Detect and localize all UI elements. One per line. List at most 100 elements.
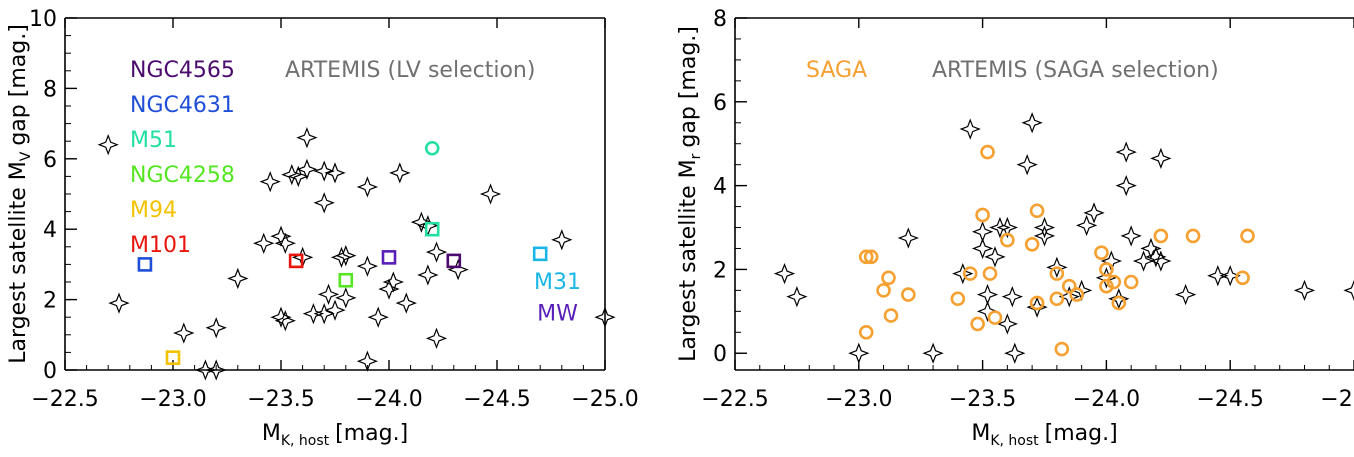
star-point xyxy=(1150,250,1172,272)
circle-point xyxy=(1240,228,1255,244)
y-tick-label: 8 xyxy=(713,7,727,32)
circle-point xyxy=(1099,262,1114,277)
legend-entry: M94 xyxy=(130,198,177,223)
star-point xyxy=(324,162,346,184)
star-point xyxy=(1150,147,1172,170)
circle-point xyxy=(881,270,896,286)
star-point xyxy=(1046,256,1068,279)
circle-point xyxy=(883,308,899,323)
star-point xyxy=(1207,265,1229,287)
star-point xyxy=(922,342,944,364)
x-axis-label-main: M xyxy=(262,421,281,446)
circle-point xyxy=(1069,287,1084,302)
star-point xyxy=(1293,279,1316,302)
x-tick-label: −23.0 xyxy=(825,387,892,412)
y-tick-label: 2 xyxy=(713,258,727,283)
star-point xyxy=(976,300,999,323)
legend-entry: M101 xyxy=(130,233,191,258)
x-tick-label: −24.0 xyxy=(355,387,422,412)
star-point xyxy=(959,118,981,140)
square-point xyxy=(338,272,354,288)
circle-point xyxy=(980,144,995,160)
star-point xyxy=(1115,174,1137,197)
circle-point xyxy=(1185,228,1201,244)
y-axis-label-main: Largest satellite M xyxy=(676,159,701,362)
x-axis-label-sub: K, host xyxy=(990,433,1039,449)
star-point xyxy=(1033,225,1056,247)
star-point xyxy=(395,292,417,314)
circle-point xyxy=(1054,341,1070,357)
star-point xyxy=(417,264,439,286)
star-point xyxy=(1120,225,1142,247)
y-tick-label: 6 xyxy=(43,148,57,173)
star-point xyxy=(274,232,296,254)
panel-1: −22.5 −23.0 −23.5 −24.0 −24.5 −25.0 0 2 4 6 8 10 MK,… xyxy=(6,7,639,449)
x-axis-label-unit: [mag.] xyxy=(335,421,408,446)
star-point xyxy=(335,287,357,309)
star-point xyxy=(378,278,400,300)
star-point xyxy=(447,259,469,281)
star-point xyxy=(313,160,335,182)
point-label: M31 xyxy=(534,270,581,295)
star-point xyxy=(317,283,340,305)
star-point xyxy=(287,165,309,188)
star-point xyxy=(1016,153,1038,176)
star-point xyxy=(989,216,1011,239)
point-label: MW xyxy=(537,302,578,327)
star-point xyxy=(897,227,919,249)
x-axis-label-main: M xyxy=(971,421,990,446)
y-axis-label: Largest satellite Mr gap [mag.] xyxy=(676,26,704,362)
star-point xyxy=(996,313,1019,335)
legend-entry: NGC4565 xyxy=(130,58,235,83)
x-tick-label: −23.0 xyxy=(139,387,206,412)
series-mw xyxy=(381,250,397,265)
series-ngc4631 xyxy=(137,257,153,272)
y-tick-label: 4 xyxy=(713,175,727,200)
y-tick-label: 0 xyxy=(713,342,727,367)
circle-point xyxy=(858,324,874,340)
circle-point xyxy=(975,207,990,223)
x-axis-label-sub: K, host xyxy=(281,433,330,449)
star-point xyxy=(971,237,994,260)
y-axis-label-sub: V xyxy=(18,151,34,161)
x-tick-label: −24.5 xyxy=(1196,387,1263,412)
circle-point xyxy=(1099,278,1114,294)
series-artemis-lv-selection- xyxy=(97,127,616,381)
square-point xyxy=(381,250,397,265)
star-point xyxy=(313,303,335,325)
star-point xyxy=(253,232,275,254)
star-point xyxy=(389,162,411,184)
panel-annotation: ARTEMIS (SAGA selection) xyxy=(932,58,1219,83)
circle-point xyxy=(1024,236,1040,252)
legend-entry: NGC4258 xyxy=(130,163,235,188)
star-point xyxy=(302,303,325,325)
star-point xyxy=(952,262,974,285)
x-tick-label: −24.0 xyxy=(1073,387,1140,412)
x-axis-label: MK, host [mag.] xyxy=(971,421,1117,449)
star-point xyxy=(335,244,357,267)
y-axis-label-main: Largest satellite M xyxy=(6,161,31,364)
star-point xyxy=(551,229,573,251)
x-tick-label: −24.5 xyxy=(463,387,530,412)
star-point xyxy=(356,350,379,372)
series-ngc4565 xyxy=(446,253,462,269)
star-point xyxy=(773,262,796,285)
star-point xyxy=(173,322,195,344)
y-tick-label: 10 xyxy=(29,7,57,32)
star-point xyxy=(1001,285,1023,308)
x-tick-label: −23.5 xyxy=(247,387,314,412)
circle-point xyxy=(962,266,978,281)
star-point xyxy=(984,246,1006,268)
star-point xyxy=(296,158,318,181)
y-axis-label: Largest satellite MVgap [mag.] xyxy=(6,24,34,364)
circle-point xyxy=(1029,203,1045,219)
circle-point xyxy=(1235,270,1250,286)
circle-point xyxy=(901,287,916,302)
series-m94 xyxy=(165,350,181,365)
series-ngc4258 xyxy=(338,272,354,288)
star-point xyxy=(1174,283,1197,306)
circle-point xyxy=(1111,295,1127,311)
star-point xyxy=(97,134,119,156)
star-point xyxy=(274,310,296,332)
circle-point xyxy=(858,249,874,265)
